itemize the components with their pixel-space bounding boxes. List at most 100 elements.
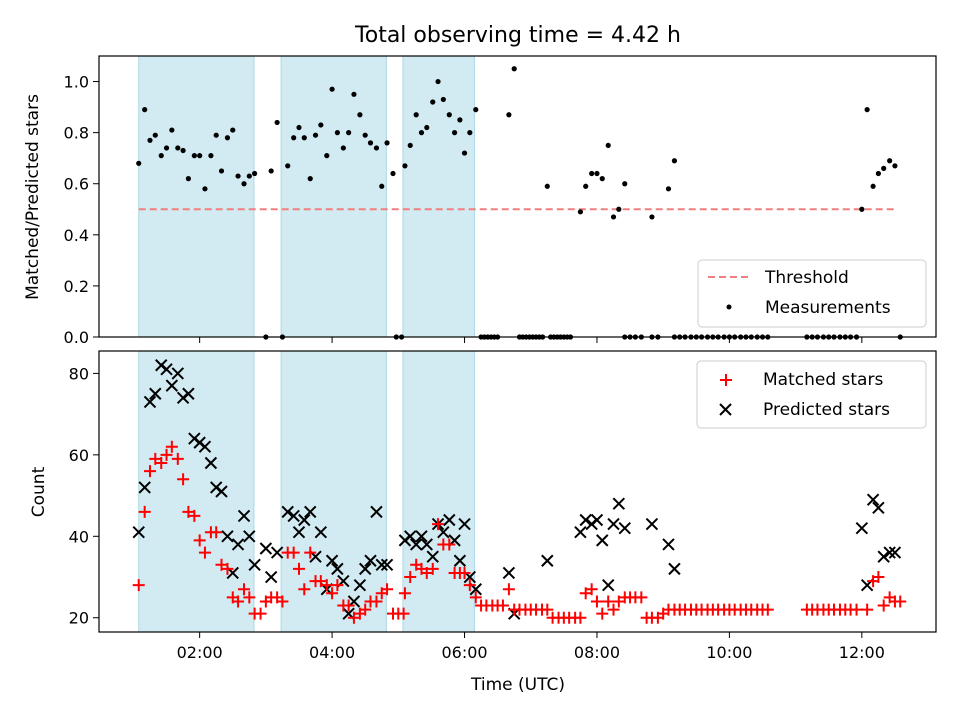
shaded-interval-1 — [138, 55, 255, 338]
measurement-point — [147, 137, 153, 143]
measurement-point — [296, 124, 302, 131]
y-tick-label: 60 — [69, 446, 89, 465]
measurement-point — [424, 124, 430, 131]
matched-star-point — [171, 452, 184, 465]
chart-title: Total observing time = 4.42 h — [354, 23, 681, 48]
measurement-point — [589, 170, 595, 177]
shaded-interval-1 — [138, 350, 255, 633]
measurement-point — [340, 145, 346, 151]
top-legend-box — [697, 259, 927, 328]
matched-star-point — [221, 562, 234, 575]
predicted-star-point — [264, 570, 278, 584]
x-tick-label: 06:00 — [441, 643, 487, 662]
measurement-point — [357, 112, 363, 118]
predicted-star-point — [574, 526, 587, 539]
predicted-star-point — [458, 517, 471, 531]
measurement-point — [599, 176, 605, 182]
matched-star-point — [574, 611, 587, 624]
matched-star-point — [469, 591, 482, 604]
matched-star-point — [188, 509, 201, 522]
predicted-star-point — [618, 521, 631, 535]
predicted-star-point — [443, 513, 456, 527]
predicted-star-point — [888, 546, 902, 559]
measurement-point — [175, 145, 181, 151]
predicted-star-point — [883, 546, 896, 559]
measurement-point — [312, 132, 319, 138]
measurement-point — [268, 168, 274, 174]
measurement-point — [241, 181, 247, 187]
predicted-star-point — [607, 517, 620, 531]
measurement-point — [191, 153, 197, 159]
measurements-legend-swatch — [726, 304, 732, 310]
predicted-star-point — [415, 530, 428, 543]
x-tick-label: 12:00 — [839, 643, 885, 662]
predicted-star-point — [171, 367, 185, 380]
measurement-point — [671, 158, 678, 164]
matched-star-point — [432, 518, 445, 531]
measurement-point — [451, 130, 458, 136]
matched-star-point — [496, 599, 509, 612]
top-y-axis-label: Matched/Predicted stars — [23, 94, 43, 300]
predicted-star-point — [579, 513, 592, 527]
measurement-point — [864, 107, 870, 113]
top-shaded-intervals — [138, 55, 475, 338]
bottom-shaded-intervals — [138, 350, 475, 633]
measurement-point — [473, 107, 479, 113]
matched-star-point — [397, 607, 410, 620]
measurement-point — [202, 186, 208, 192]
predicted-star-point — [866, 493, 880, 506]
predicted-star-point — [143, 395, 157, 409]
predicted-star-point — [204, 456, 218, 470]
predicted-stars-points — [132, 359, 902, 620]
matched-star-point — [607, 603, 620, 616]
measurement-point — [208, 153, 214, 159]
matched-star-point — [635, 591, 648, 604]
predicted-legend-label: Predicted stars — [763, 400, 890, 420]
matched-star-point — [243, 591, 256, 604]
matched-star-point — [238, 583, 251, 596]
y-tick-label: 80 — [69, 364, 89, 383]
matched-star-point — [326, 587, 339, 600]
measurement-point — [384, 140, 390, 146]
top-y-axis-ticks: 0.0 0.2 0.4 0.6 0.8 1.0 — [64, 73, 99, 347]
top-legend: Threshold Measurements — [697, 259, 927, 328]
matched-star-point — [287, 546, 300, 559]
x-axis-label: Time (UTC) — [470, 675, 565, 695]
measurement-point — [440, 96, 446, 103]
predicted-star-point — [287, 509, 300, 523]
bottom-axes-frame — [98, 350, 937, 633]
measurement-point — [158, 153, 164, 159]
predicted-star-point — [668, 562, 681, 576]
predicted-star-point — [281, 505, 294, 519]
matched-star-point — [198, 546, 211, 559]
measurement-point — [307, 176, 313, 182]
measurement-point — [418, 130, 425, 136]
predicted-star-point — [182, 387, 195, 400]
predicted-star-point — [243, 530, 256, 543]
predicted-star-point — [877, 550, 890, 563]
predicted-star-point — [872, 501, 885, 514]
measurement-point — [230, 127, 236, 133]
measurement-point — [334, 130, 340, 136]
measurement-point — [180, 147, 186, 154]
predicted-star-point — [259, 542, 273, 555]
shaded-interval-2 — [280, 55, 387, 338]
predicted-star-point — [160, 363, 173, 376]
matched-star-point — [320, 579, 333, 592]
y-tick-label: 0.8 — [64, 124, 89, 143]
predicted-star-point — [132, 526, 145, 539]
measurement-point — [246, 173, 252, 179]
matched-star-point — [370, 595, 383, 608]
matched-star-point — [210, 526, 223, 539]
measurement-point — [163, 145, 170, 151]
measurement-point — [665, 186, 672, 192]
predicted-star-point — [138, 481, 151, 494]
y-tick-label: 0.4 — [64, 226, 89, 245]
y-tick-label: 0.0 — [64, 328, 89, 347]
measurement-point — [390, 170, 396, 177]
matched-star-point — [502, 583, 515, 596]
measurement-point — [197, 153, 203, 159]
predicted-star-point — [331, 562, 344, 576]
measurement-point — [367, 140, 374, 146]
measurement-point — [511, 66, 517, 72]
